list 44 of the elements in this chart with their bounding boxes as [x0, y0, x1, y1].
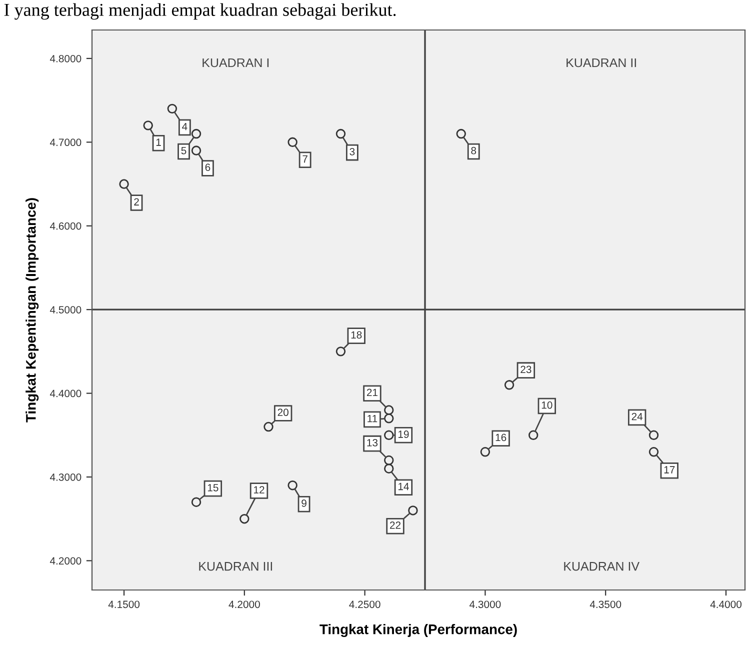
y-tick-label: 4.7000: [50, 138, 82, 146]
annotation: KUADRAN II: [566, 58, 636, 68]
annotation: 7: [302, 155, 308, 163]
y-tick-label: 4.6000: [50, 222, 82, 230]
text: I yang terbagi menjadi empat kuadran sebagai berikut.: [4, 3, 396, 20]
annotation: 5: [181, 147, 186, 154]
annotation: 20: [278, 408, 288, 416]
annotation: 1: [156, 138, 161, 146]
y-tick-label: 4.8000: [50, 54, 82, 62]
annotation: KUADRAN III: [199, 562, 272, 571]
annotation: 6: [205, 164, 210, 172]
annotation: 8: [471, 146, 476, 154]
annotation: 23: [520, 366, 532, 374]
annotation: 19: [398, 430, 409, 438]
x-tick-label: 4.1500: [108, 600, 140, 608]
x-tick-label: 4.2000: [228, 600, 260, 608]
annotation: 22: [390, 522, 401, 529]
x-tick-label: 4.3500: [590, 600, 622, 608]
annotation: KUADRAN I: [202, 58, 269, 68]
annotation: 4: [182, 122, 188, 130]
annotation: 15: [208, 484, 218, 492]
annotation: 12: [254, 486, 264, 494]
y-tick-label: 4.5000: [50, 306, 82, 314]
annotation: 2: [134, 198, 139, 206]
annotation: KUADRAN IV: [564, 562, 640, 571]
x-axis-title: Tingkat Kinerja (Performance): [320, 624, 517, 638]
y-axis-title: Tingkat Kepentingan (Importance): [26, 198, 39, 422]
annotation: 10: [542, 401, 552, 409]
annotation: 9: [302, 500, 306, 507]
x-tick-label: 4.4000: [710, 600, 742, 608]
annotation: 21: [366, 388, 378, 396]
annotation: 18: [351, 331, 362, 339]
y-tick-label: 4.4000: [50, 390, 82, 398]
x-tick-label: 4.2500: [349, 600, 380, 608]
annotation: 16: [496, 434, 506, 442]
annotation: 24: [632, 412, 643, 420]
y-tick-label: 4.3000: [50, 473, 82, 481]
annotation: 11: [368, 414, 378, 422]
y-tick-label: 4.2000: [50, 557, 82, 565]
x-tick-label: 4.3000: [470, 600, 501, 608]
annotation: 14: [398, 482, 409, 490]
annotation: 17: [664, 466, 675, 474]
annotation: 13: [367, 439, 378, 446]
annotation: 3: [350, 148, 355, 156]
